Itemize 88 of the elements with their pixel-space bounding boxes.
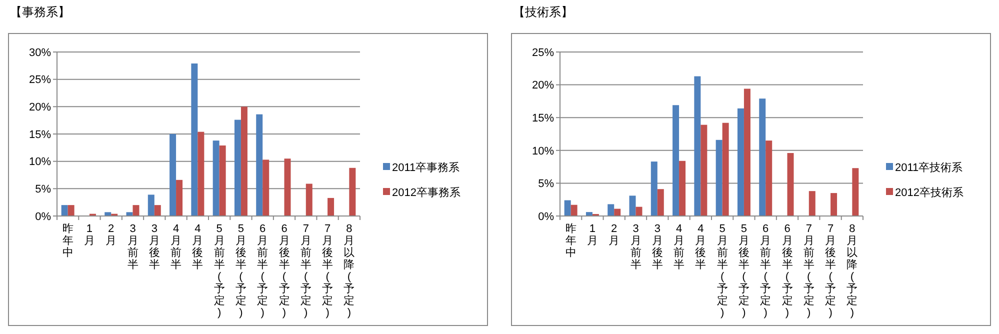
bar	[68, 205, 74, 216]
legend-label: 2011卒技術系	[895, 160, 963, 174]
bar	[608, 204, 614, 216]
x-tick-label: 4月前半	[674, 222, 685, 271]
bar	[328, 198, 334, 216]
x-tick-label: 4月前半	[170, 222, 182, 271]
chart-title: 【技術系】	[513, 5, 573, 19]
bar	[759, 98, 766, 216]
bar	[349, 168, 356, 216]
bar	[716, 140, 722, 216]
bar	[154, 205, 161, 216]
x-tick-label: 7月後半(予定)	[825, 222, 836, 319]
x-tick-label: 5月前半(予定)	[214, 222, 225, 319]
x-tick-label: 6月前半(予定)	[257, 222, 268, 319]
bar	[737, 108, 744, 216]
chart-title: 【事務系】	[10, 5, 70, 19]
x-tick-label: 2月	[608, 222, 620, 247]
bar	[722, 122, 729, 216]
bar	[657, 189, 664, 216]
bar	[650, 162, 658, 216]
bar	[679, 160, 686, 216]
bar	[104, 212, 112, 216]
bar	[787, 153, 794, 216]
y-tick-label: 10%	[28, 156, 52, 168]
x-tick-label: 5月後半(予定)	[738, 222, 750, 319]
bar	[219, 145, 226, 216]
x-tick-label: 5月前半(予定)	[716, 222, 728, 319]
x-tick-label: 3月前半	[630, 222, 642, 271]
bar	[262, 160, 270, 216]
bar	[198, 132, 204, 216]
bar	[614, 208, 621, 216]
x-tick-label: 6月後半(予定)	[278, 222, 290, 319]
y-tick-label: 5%	[35, 184, 52, 196]
bar	[212, 140, 220, 216]
x-tick-label: 8月以降(予定)	[344, 222, 355, 319]
y-tick-label: 25%	[28, 74, 52, 86]
x-tick-label: 4月後半	[192, 222, 204, 271]
bar	[176, 180, 183, 216]
y-tick-label: 0%	[538, 210, 554, 223]
x-tick-label: 1月	[586, 222, 598, 247]
bar	[808, 191, 816, 216]
bar	[564, 200, 571, 216]
bar	[234, 120, 241, 216]
x-tick-label: 3月後半	[652, 222, 663, 271]
bar	[852, 168, 859, 216]
x-tick-label: 7月後半(予定)	[322, 222, 334, 319]
bar	[61, 205, 68, 216]
legend-label: 2012卒事務系	[392, 186, 460, 199]
y-tick-label: 0%	[35, 210, 52, 223]
bar	[306, 184, 312, 216]
x-tick-label: 6月前半(予定)	[760, 222, 772, 319]
y-tick-label: 20%	[28, 102, 52, 114]
bar	[672, 105, 680, 216]
bar	[170, 134, 176, 216]
x-tick-label: 1月	[84, 222, 95, 247]
x-tick-label: 3月後半	[148, 222, 160, 271]
x-tick-label: 3月前半	[127, 222, 138, 271]
x-tick-label: 昨年中	[62, 222, 74, 259]
x-tick-label: 4月後半	[695, 222, 706, 271]
bar	[256, 114, 263, 216]
bar	[240, 106, 248, 216]
x-tick-label: 7月前半(予定)	[803, 222, 814, 319]
bar	[830, 193, 838, 216]
bar	[694, 76, 701, 216]
bar	[700, 124, 708, 216]
y-tick-label: 10%	[532, 145, 554, 158]
y-tick-label: 30%	[28, 46, 52, 59]
y-tick-label: 20%	[532, 80, 554, 92]
bar	[284, 158, 291, 216]
x-tick-label: 6月後半(予定)	[782, 222, 793, 319]
y-tick-label: 15%	[28, 128, 52, 141]
x-tick-label: 2月	[106, 222, 117, 247]
y-tick-label: 25%	[532, 46, 554, 59]
x-tick-label: 昨年中	[565, 222, 576, 259]
bar	[570, 204, 578, 216]
x-tick-label: 8月以降(予定)	[846, 222, 858, 319]
x-tick-label: 5月後半(予定)	[235, 222, 246, 319]
bar	[744, 88, 750, 216]
legend-label: 2012卒技術系	[895, 186, 964, 199]
bar	[126, 212, 133, 216]
y-tick-label: 5%	[538, 178, 554, 190]
bar	[629, 196, 636, 216]
x-tick-label: 7月前半(予定)	[300, 222, 312, 319]
y-tick-label: 15%	[532, 112, 554, 124]
bar	[766, 140, 772, 216]
bar	[148, 194, 154, 216]
legend-label: 2011卒事務系	[392, 160, 460, 174]
bar	[191, 63, 198, 216]
